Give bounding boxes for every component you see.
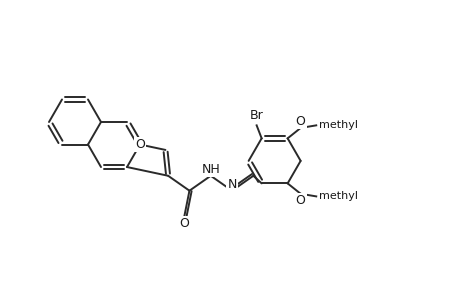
Text: methyl: methyl bbox=[319, 120, 358, 130]
Text: Br: Br bbox=[249, 110, 263, 122]
Text: O: O bbox=[295, 115, 305, 128]
Text: methyl: methyl bbox=[319, 191, 358, 201]
Text: N: N bbox=[227, 178, 236, 191]
Text: O: O bbox=[295, 194, 305, 207]
Text: O: O bbox=[135, 138, 145, 151]
Text: O: O bbox=[179, 217, 189, 230]
Text: NH: NH bbox=[201, 163, 220, 176]
